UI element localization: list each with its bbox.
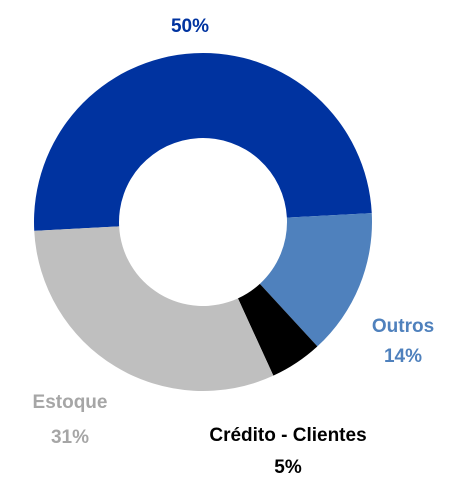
donut-slice (259, 213, 372, 347)
slice-value-label: 31% (51, 427, 89, 448)
slice-value-label: 5% (274, 457, 302, 478)
slice-label: Estoque (33, 392, 108, 413)
donut-slice (34, 53, 372, 231)
donut-slice (237, 283, 318, 376)
slice-label: Crédito - Clientes (209, 425, 366, 446)
slice-label: Outros (372, 316, 434, 337)
slice-value-label: 50% (171, 16, 209, 37)
donut-slice (34, 226, 274, 391)
slice-value-label: 14% (384, 346, 422, 367)
